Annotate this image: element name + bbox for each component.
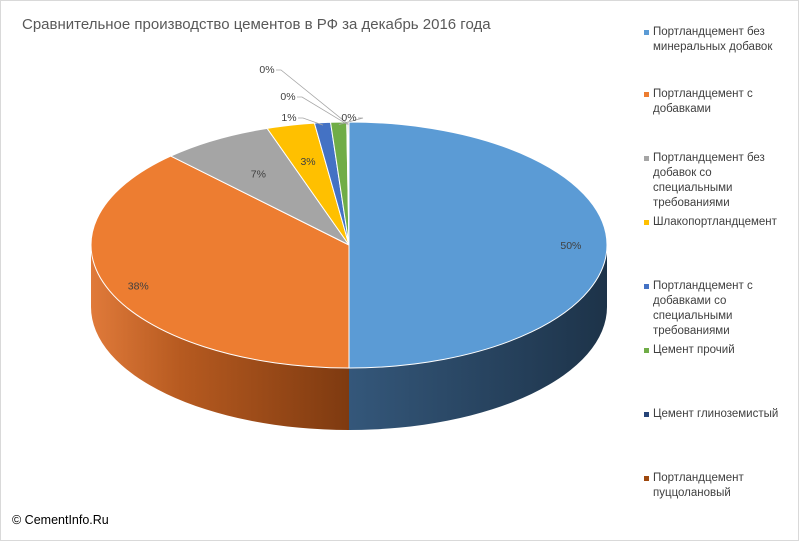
data-label-1: 38% <box>128 280 149 292</box>
data-label-0: 50% <box>560 240 581 252</box>
data-label-7: 0% <box>259 64 274 76</box>
pie-slice-0 <box>348 121 608 369</box>
pie-top-slices <box>90 121 608 369</box>
legend-item-alumina-cement: Цемент глиноземистый <box>642 407 792 422</box>
data-label-6: 0% <box>280 91 295 103</box>
legend-label: Цемент глиноземистый <box>653 408 779 420</box>
legend-label: Портландцемент без добавок со специальны… <box>653 152 765 209</box>
leader-line-4 <box>298 117 324 126</box>
data-label-4: 1% <box>281 112 296 124</box>
pie-leader-lines <box>276 69 364 126</box>
legend-item-portland-additives-special: Портландцемент с добавками со специальны… <box>642 279 792 339</box>
legend-swatch <box>644 30 649 35</box>
legend-item-other-cement: Цемент прочий <box>642 343 792 358</box>
legend: Портландцемент без минеральных добавок П… <box>642 0 792 541</box>
legend-swatch <box>644 412 649 417</box>
legend-label: Портландцемент с добавками со специальны… <box>653 280 753 337</box>
copyright-text: © CementInfo.Ru <box>12 513 109 527</box>
legend-item-portland-no-additives-special: Портландцемент без добавок со специальны… <box>642 151 792 211</box>
legend-swatch <box>644 284 649 289</box>
legend-swatch <box>644 92 649 97</box>
pie-slice-2 <box>169 127 350 246</box>
leader-line-6 <box>297 96 348 125</box>
legend-item-portland-no-additives: Портландцемент без минеральных добавок <box>642 25 792 55</box>
pie-side-1 <box>91 245 349 430</box>
pie-chart: 50% 38% 7% 3% 1% 0% 0% 0% <box>90 64 608 430</box>
legend-label: Портландцемент пуццолановый <box>653 472 744 499</box>
leader-line-5 <box>338 117 364 125</box>
legend-label: Портландцемент с добавками <box>653 88 753 115</box>
legend-item-slag-portland: Шлакопортландцемент <box>642 215 792 230</box>
legend-swatch <box>644 348 649 353</box>
legend-swatch <box>644 476 649 481</box>
legend-swatch <box>644 156 649 161</box>
pie-data-labels: 50% 38% 7% 3% 1% 0% 0% 0% <box>128 64 582 292</box>
legend-label: Цемент прочий <box>653 344 735 356</box>
legend-label: Портландцемент без минеральных добавок <box>653 26 773 53</box>
leader-line-7 <box>276 69 349 125</box>
legend-label: Шлакопортландцемент <box>653 216 777 228</box>
data-label-2: 7% <box>251 168 266 180</box>
pie-side-0 <box>349 245 607 430</box>
legend-swatch <box>644 220 649 225</box>
pie-slice-1 <box>90 155 350 369</box>
legend-item-portland-with-additives: Портландцемент с добавками <box>642 87 792 117</box>
chart-title: Сравнительное производство цементов в РФ… <box>22 16 491 33</box>
data-label-3: 3% <box>300 156 315 168</box>
data-label-5: 0% <box>341 112 356 124</box>
pie-side-walls <box>91 245 607 430</box>
legend-item-pozzolanic-portland: Портландцемент пуццолановый <box>642 471 792 501</box>
